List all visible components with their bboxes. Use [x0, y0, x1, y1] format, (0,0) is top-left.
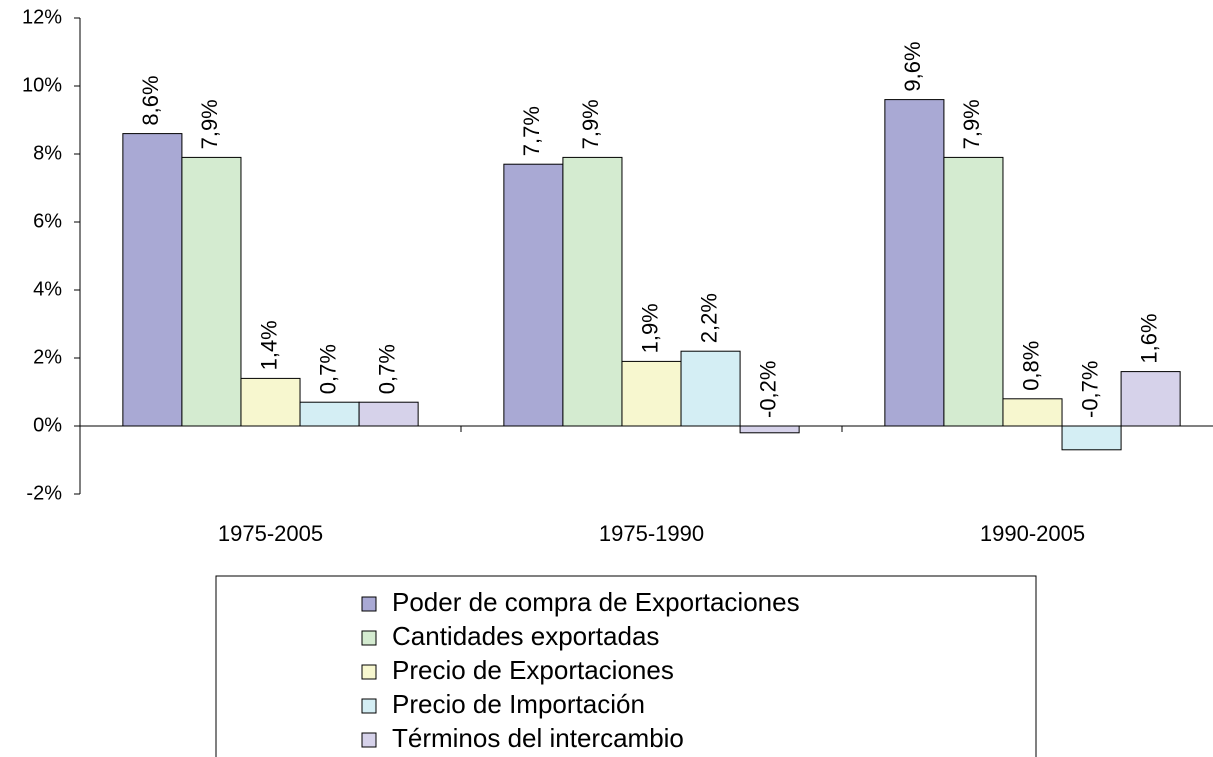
value-label: 1,4% — [256, 320, 281, 370]
bar — [181, 156, 242, 427]
legend-label: Precio de Importación — [392, 689, 645, 719]
value-label: 7,9% — [578, 99, 603, 149]
legend-swatch — [361, 596, 377, 612]
legend-label: Poder de compra de Exportaciones — [392, 587, 800, 617]
y-tick-label: -2% — [26, 482, 62, 504]
legend-label: Precio de Exportaciones — [392, 655, 674, 685]
y-tick-label: 2% — [33, 346, 62, 368]
legend-swatch — [361, 698, 377, 714]
y-tick-label: 6% — [33, 210, 62, 232]
bar — [680, 350, 741, 427]
bar — [562, 156, 623, 427]
legend-swatch — [361, 732, 377, 748]
legend-swatch — [361, 630, 377, 646]
value-label: 2,2% — [696, 293, 721, 343]
value-label: 1,9% — [637, 303, 662, 353]
bar — [739, 425, 800, 434]
value-label: 0,7% — [315, 344, 340, 394]
y-tick-label: 10% — [22, 74, 62, 96]
value-label: 0,7% — [374, 344, 399, 394]
value-label: 7,7% — [519, 106, 544, 156]
bar — [503, 163, 564, 427]
value-label: 1,6% — [1136, 313, 1161, 363]
x-tick-label: 1990-2005 — [980, 521, 1085, 546]
bar — [1061, 425, 1122, 451]
legend-box — [215, 575, 1037, 757]
value-label: 7,9% — [959, 99, 984, 149]
y-tick-label: 0% — [33, 414, 62, 436]
bar — [358, 401, 419, 427]
value-label: -0,7% — [1077, 361, 1102, 418]
x-tick-label: 1975-1990 — [599, 521, 704, 546]
bar — [299, 401, 360, 427]
bar — [240, 377, 301, 427]
y-tick-label: 8% — [33, 142, 62, 164]
bar — [943, 156, 1004, 427]
value-label: 9,6% — [900, 41, 925, 91]
x-tick-label: 1975-2005 — [218, 521, 323, 546]
bar — [884, 99, 945, 427]
y-tick-label: 12% — [22, 6, 62, 28]
bar — [621, 360, 682, 427]
legend-label: Cantidades exportadas — [392, 621, 659, 651]
y-tick-label: 4% — [33, 278, 62, 300]
legend-label: Términos del intercambio — [392, 723, 684, 753]
bar — [1120, 371, 1181, 427]
bar — [1002, 398, 1063, 427]
value-label: 0,8% — [1018, 341, 1043, 391]
bar — [122, 133, 183, 427]
value-label: 8,6% — [138, 75, 163, 125]
value-label: -0,2% — [755, 361, 780, 418]
value-label: 7,9% — [197, 99, 222, 149]
legend-swatch — [361, 664, 377, 680]
